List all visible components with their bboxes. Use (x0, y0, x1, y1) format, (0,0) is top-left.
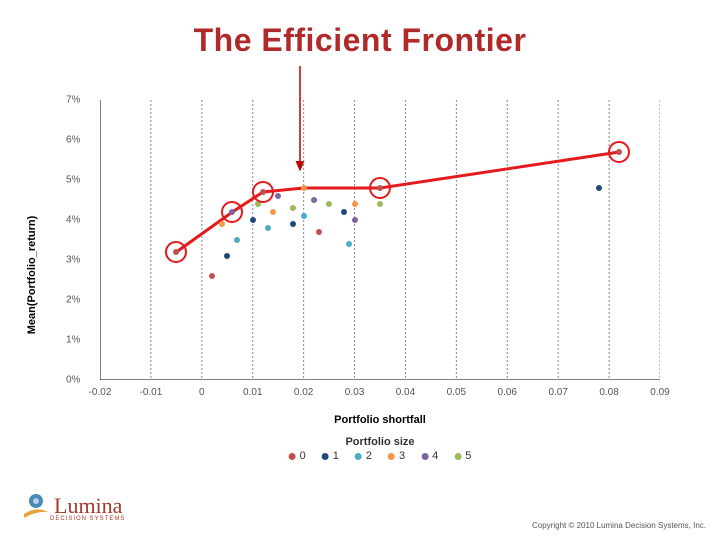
scatter-point (346, 241, 352, 247)
legend-label: 5 (465, 450, 471, 462)
legend-swatch (289, 453, 296, 460)
x-tick: 0.03 (345, 387, 364, 398)
legend-label: 4 (432, 450, 438, 462)
plot-area: 0%1%2%3%4%5%6%7% -0.02-0.0100.010.020.03… (100, 100, 660, 380)
copyright: Copyright © 2010 Lumina Decision Systems… (532, 521, 706, 530)
scatter-point (326, 201, 332, 207)
x-tick: 0.08 (599, 387, 618, 398)
y-tick: 3% (66, 255, 80, 266)
legend-label: 2 (366, 450, 372, 462)
scatter-point (209, 273, 215, 279)
scatter-point (341, 209, 347, 215)
legend-label: 1 (333, 450, 339, 462)
scatter-point (352, 201, 358, 207)
scatter-point (301, 185, 307, 191)
logo-brand: Lumina (54, 493, 122, 518)
y-tick: 2% (66, 295, 80, 306)
legend-title: Portfolio size (289, 436, 472, 448)
scatter-point (250, 217, 256, 223)
scatter-point (219, 221, 225, 227)
scatter-point (316, 229, 322, 235)
scatter-point (275, 193, 281, 199)
x-tick: 0.01 (243, 387, 262, 398)
legend-swatch (388, 453, 395, 460)
frontier-ring (252, 181, 274, 203)
scatter-points (100, 100, 660, 380)
legend-label: 0 (300, 450, 306, 462)
x-tick: 0.02 (294, 387, 313, 398)
y-tick: 4% (66, 215, 80, 226)
legend-swatch (421, 453, 428, 460)
x-tick: 0.04 (396, 387, 415, 398)
x-tick: 0.06 (498, 387, 517, 398)
frontier-ring (608, 141, 630, 163)
scatter-point (301, 213, 307, 219)
x-axis-label: Portfolio shortfall (334, 414, 426, 426)
legend-item: 0 (289, 450, 306, 462)
legend-swatch (454, 453, 461, 460)
scatter-point (311, 197, 317, 203)
scatter-point (290, 205, 296, 211)
x-tick: -0.02 (89, 387, 112, 398)
legend-item: 3 (388, 450, 405, 462)
slide-title: The Efficient Frontier (0, 22, 720, 59)
legend-swatch (355, 453, 362, 460)
frontier-ring (369, 177, 391, 199)
y-tick: 1% (66, 335, 80, 346)
frontier-ring (165, 241, 187, 263)
y-tick: 5% (66, 175, 80, 186)
slide: The Efficient Frontier Mean(Portfolio_re… (0, 0, 720, 540)
scatter-point (377, 201, 383, 207)
y-tick: 0% (66, 375, 80, 386)
x-tick: 0.09 (650, 387, 669, 398)
x-tick: -0.01 (140, 387, 163, 398)
scatter-point (270, 209, 276, 215)
y-tick: 7% (66, 95, 80, 106)
lumina-logo: Lumina DECISION SYSTEMS (22, 492, 125, 522)
legend-item: 2 (355, 450, 372, 462)
legend: Portfolio size 0 1 2 3 4 5 (289, 436, 472, 462)
scatter-point (290, 221, 296, 227)
scatter-point (596, 185, 602, 191)
legend-swatch (322, 453, 329, 460)
x-tick: 0.07 (548, 387, 567, 398)
x-tick: 0 (199, 387, 205, 398)
frontier-ring (221, 201, 243, 223)
y-axis-label: Mean(Portfolio_return) (26, 216, 38, 335)
legend-item: 5 (454, 450, 471, 462)
chart-container: Mean(Portfolio_return) 0%1%2%3%4%5%6%7% … (60, 100, 670, 450)
legend-label: 3 (399, 450, 405, 462)
legend-item: 4 (421, 450, 438, 462)
scatter-point (265, 225, 271, 231)
scatter-point (234, 237, 240, 243)
scatter-point (224, 253, 230, 259)
scatter-point (352, 217, 358, 223)
legend-item: 1 (322, 450, 339, 462)
x-tick: 0.05 (447, 387, 466, 398)
y-tick: 6% (66, 135, 80, 146)
logo-subline: DECISION SYSTEMS (50, 516, 125, 522)
